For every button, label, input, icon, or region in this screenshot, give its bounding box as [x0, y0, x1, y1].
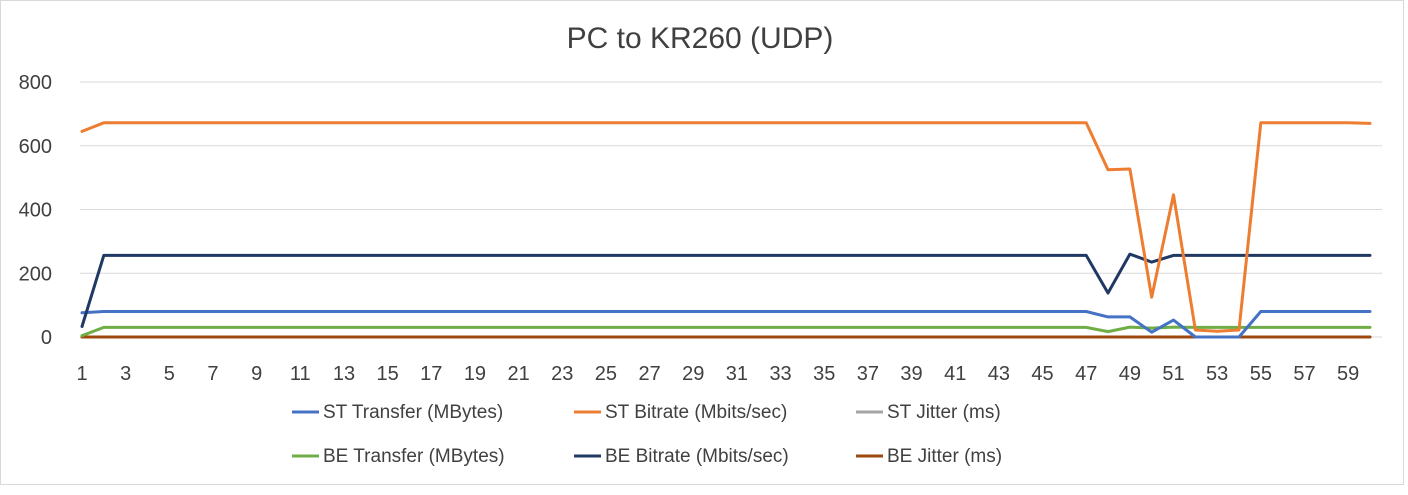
series-lines [80, 121, 1372, 339]
series-line-4 [80, 252, 1372, 328]
x-tick-label: 19 [464, 363, 486, 385]
y-tick-label: 800 [19, 72, 52, 94]
x-tick-label: 49 [1119, 363, 1141, 385]
x-tick-label: 47 [1075, 363, 1097, 385]
series-line-0 [80, 310, 1372, 339]
x-tick-label: 29 [682, 363, 704, 385]
x-tick-label: 39 [900, 363, 922, 385]
x-axis-ticks: 1 3 5 7 9 11 13 15 17 19 21 23 25 27 29 31 33 35 37 39 41 43 4… [76, 363, 1359, 385]
series-line-3 [80, 325, 1372, 338]
x-tick-label: 43 [988, 363, 1010, 385]
x-tick-label: 53 [1206, 363, 1228, 385]
chart-area-border [0, 0, 1404, 485]
legend-label: BE Jitter (ms) [887, 446, 1002, 467]
x-tick-label: 33 [769, 363, 791, 385]
x-tick-label: 31 [726, 363, 748, 385]
x-tick-label: 7 [207, 363, 218, 385]
legend-label: ST Jitter (ms) [887, 402, 1001, 423]
x-tick-label: 41 [944, 363, 966, 385]
x-tick-label: 57 [1293, 363, 1315, 385]
x-tick-label: 45 [1031, 363, 1053, 385]
legend-label: BE Bitrate (Mbits/sec) [605, 446, 789, 467]
x-tick-label: 51 [1162, 363, 1184, 385]
y-tick-label: 400 [19, 200, 52, 222]
legend-label: ST Bitrate (Mbits/sec) [605, 402, 787, 423]
x-tick-label: 13 [333, 363, 355, 385]
legend: ST Transfer (MBytes) ST Bitrate (Mbits/se… [292, 402, 1002, 467]
chart-title: PC to KR260 (UDP) [567, 22, 834, 55]
legend-label: ST Transfer (MBytes) [323, 402, 503, 423]
x-tick-label: 35 [813, 363, 835, 385]
y-tick-label: 200 [19, 263, 52, 285]
x-tick-label: 55 [1250, 363, 1272, 385]
x-tick-label: 9 [251, 363, 262, 385]
y-tick-label: 600 [19, 136, 52, 158]
legend-label: BE Transfer (MBytes) [323, 446, 505, 467]
x-tick-label: 23 [551, 363, 573, 385]
x-tick-label: 1 [76, 363, 87, 385]
series-line-1 [80, 121, 1372, 333]
x-tick-label: 21 [507, 363, 529, 385]
x-tick-label: 11 [290, 363, 311, 385]
x-tick-label: 17 [420, 363, 442, 385]
y-tick-label: 0 [41, 327, 52, 349]
x-tick-label: 59 [1337, 363, 1359, 385]
x-tick-label: 25 [595, 363, 617, 385]
x-tick-label: 3 [120, 363, 131, 385]
x-tick-label: 5 [164, 363, 175, 385]
x-tick-label: 37 [857, 363, 879, 385]
y-axis-ticks: 0 200 400 600 800 [19, 72, 52, 349]
x-tick-label: 15 [377, 363, 399, 385]
x-tick-label: 27 [638, 363, 660, 385]
